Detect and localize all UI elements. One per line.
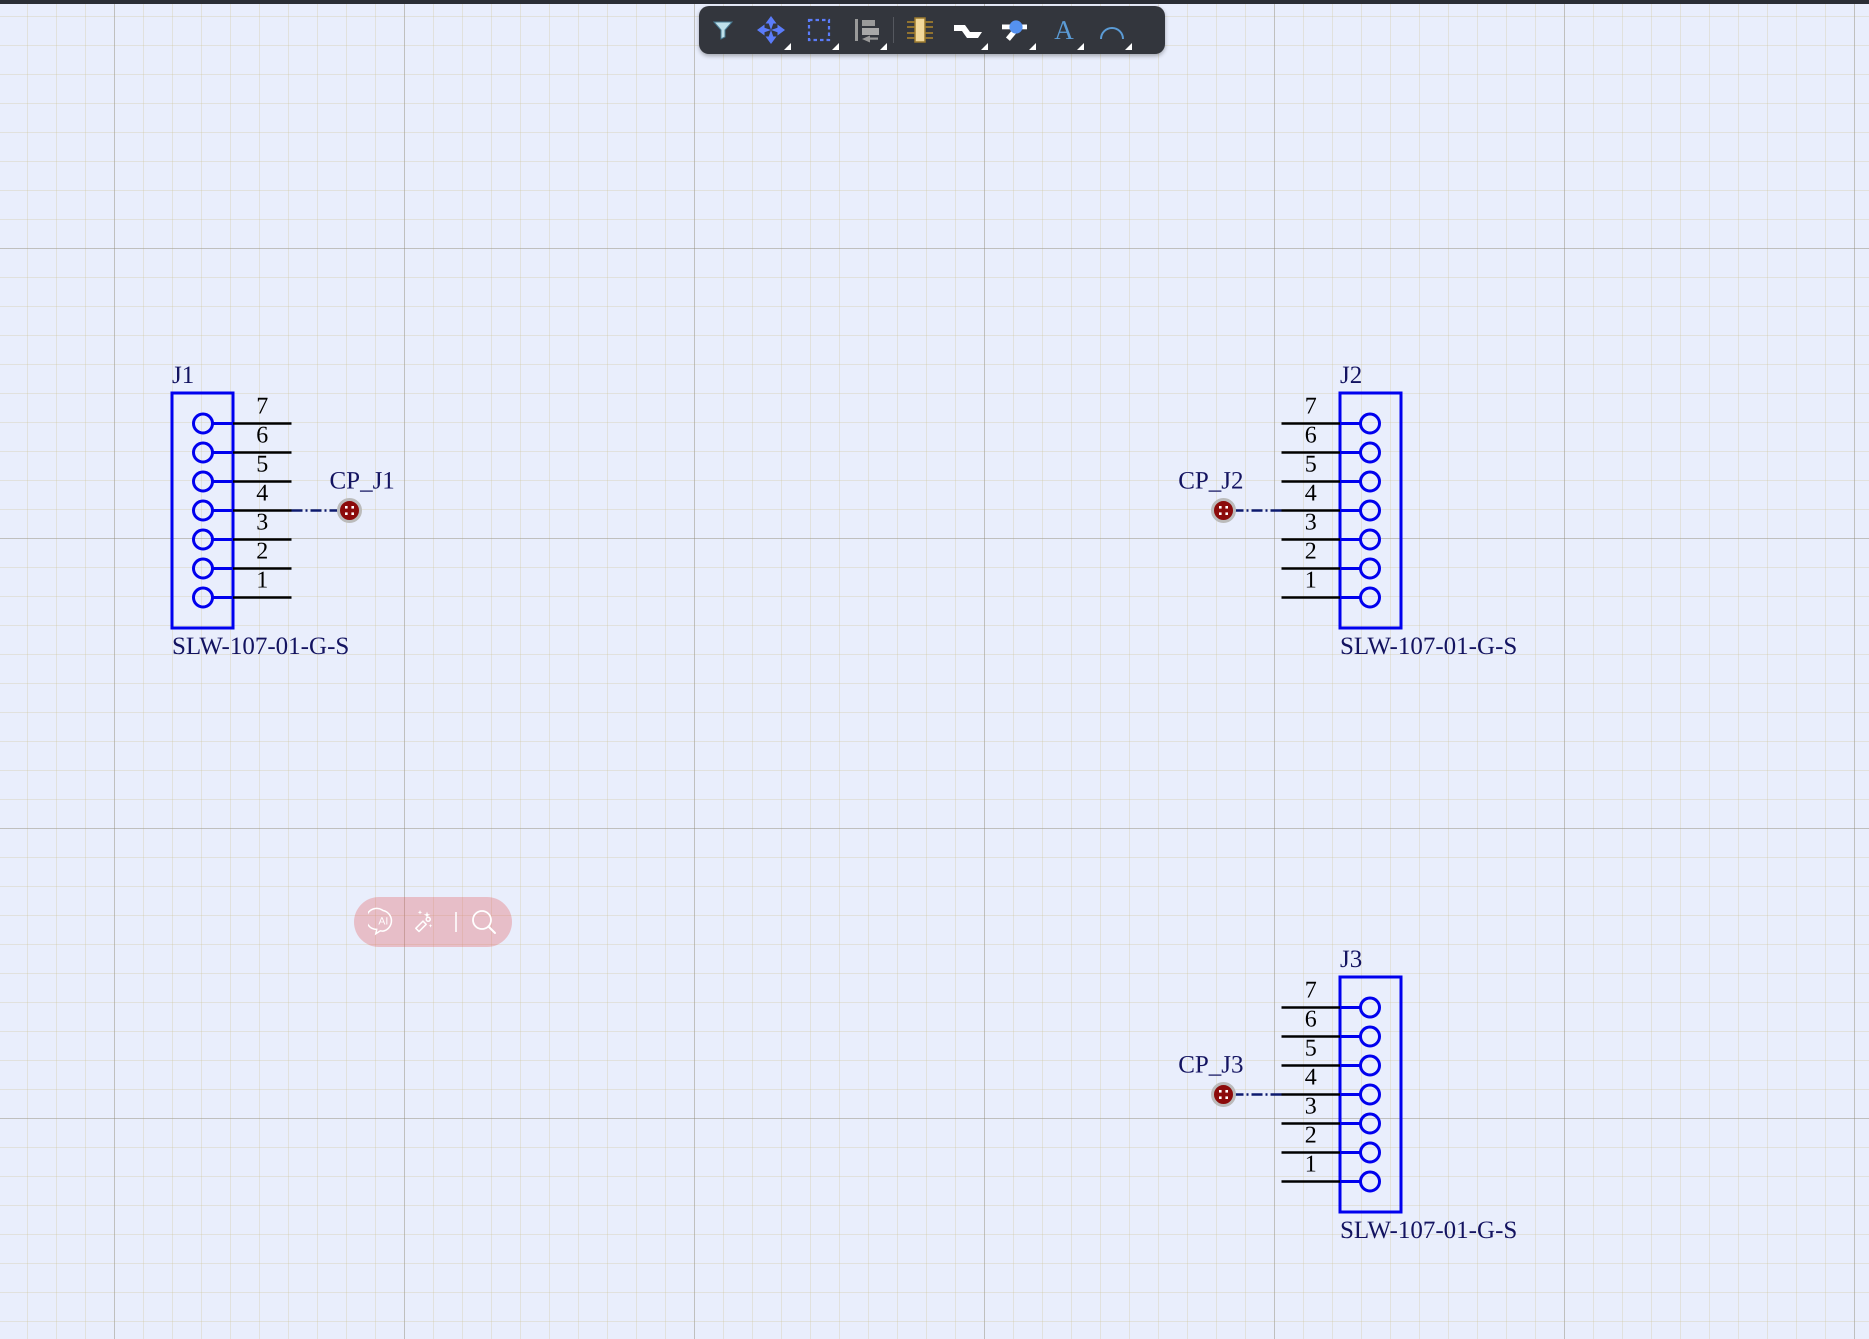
svg-text:3: 3 <box>1305 1094 1317 1120</box>
svg-text:2: 2 <box>1305 1123 1317 1149</box>
svg-text:4: 4 <box>256 481 268 507</box>
svg-text:6: 6 <box>256 423 268 449</box>
svg-text:6: 6 <box>1305 423 1317 449</box>
svg-text:1: 1 <box>1305 1152 1317 1178</box>
svg-text:3: 3 <box>256 510 268 536</box>
svg-text:5: 5 <box>256 452 268 478</box>
svg-text:4: 4 <box>1305 1065 1317 1091</box>
svg-text:SLW-107-01-G-S: SLW-107-01-G-S <box>172 633 349 660</box>
svg-text:3: 3 <box>1305 510 1317 536</box>
svg-text:7: 7 <box>1305 394 1317 420</box>
svg-text:CP_J3: CP_J3 <box>1178 1052 1243 1079</box>
svg-text:5: 5 <box>1305 1036 1317 1062</box>
svg-text:CP_J2: CP_J2 <box>1178 468 1243 495</box>
svg-text:2: 2 <box>256 539 268 565</box>
svg-text:CP_J1: CP_J1 <box>330 468 395 495</box>
svg-text:7: 7 <box>256 394 268 420</box>
svg-text:J3: J3 <box>1340 946 1362 973</box>
svg-text:1: 1 <box>1305 568 1317 594</box>
svg-text:SLW-107-01-G-S: SLW-107-01-G-S <box>1340 633 1517 660</box>
svg-text:2: 2 <box>1305 539 1317 565</box>
svg-text:7: 7 <box>1305 978 1317 1004</box>
svg-text:5: 5 <box>1305 452 1317 478</box>
svg-text:SLW-107-01-G-S: SLW-107-01-G-S <box>1340 1217 1517 1244</box>
svg-text:J2: J2 <box>1340 362 1362 389</box>
svg-text:J1: J1 <box>172 362 194 389</box>
svg-text:1: 1 <box>256 568 268 594</box>
svg-text:6: 6 <box>1305 1007 1317 1033</box>
svg-text:4: 4 <box>1305 481 1317 507</box>
